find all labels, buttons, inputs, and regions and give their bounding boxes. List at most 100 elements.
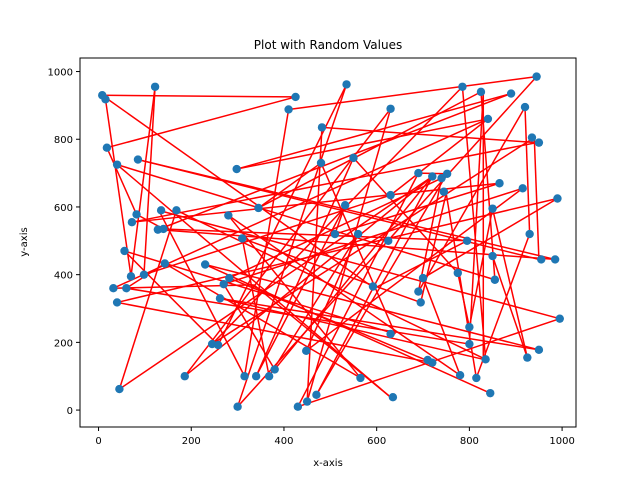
series-line-segment xyxy=(184,108,392,377)
series-line-segment xyxy=(223,187,523,285)
series-line-segment xyxy=(131,182,500,223)
data-point xyxy=(534,345,544,355)
series-line-segment xyxy=(255,157,355,377)
data-point xyxy=(532,72,541,81)
x-tick-label: 0 xyxy=(95,436,101,447)
data-point xyxy=(109,284,118,293)
data-point xyxy=(506,89,516,98)
data-point xyxy=(293,402,303,411)
series-line-segment xyxy=(241,237,421,304)
series-line-segment xyxy=(297,172,420,408)
data-point xyxy=(115,384,124,394)
data-point xyxy=(156,206,166,215)
data-point xyxy=(439,187,449,196)
data-point xyxy=(316,158,326,168)
series-line-segment xyxy=(116,301,433,364)
data-point xyxy=(120,246,129,256)
data-point xyxy=(101,95,110,104)
series-line-segment xyxy=(164,262,361,379)
series-line-segment xyxy=(116,163,496,281)
data-point xyxy=(418,273,428,283)
series-line-segment xyxy=(106,96,296,149)
y-tick-label: 0 xyxy=(67,406,73,417)
x-tick-label: 1000 xyxy=(549,436,574,447)
series-line-segment xyxy=(268,233,359,377)
series-line-segment xyxy=(236,118,489,170)
data-point xyxy=(518,184,527,193)
y-axis-ticks: 0 200 400 600 800 1000 xyxy=(48,68,80,417)
series-line-segment xyxy=(321,126,537,144)
data-point xyxy=(133,155,143,164)
data-point xyxy=(465,322,474,332)
y-axis-label: y-axis xyxy=(19,227,30,256)
y-tick-label: 1000 xyxy=(48,68,73,79)
data-point xyxy=(462,236,472,246)
series-line-segment xyxy=(288,75,537,111)
data-point xyxy=(122,284,131,293)
series-line-segment xyxy=(227,214,362,379)
series-line-segment xyxy=(491,255,529,358)
data-point xyxy=(428,172,437,181)
data-point xyxy=(126,272,136,281)
data-point xyxy=(476,87,486,97)
data-point xyxy=(453,268,462,278)
data-point xyxy=(330,229,340,239)
data-point xyxy=(495,179,504,188)
data-point xyxy=(112,298,122,307)
x-tick-label: 600 xyxy=(367,436,386,447)
data-point xyxy=(342,80,351,89)
series-line-segment xyxy=(158,209,246,377)
data-point xyxy=(139,270,149,279)
data-point xyxy=(251,372,261,381)
chart-title: Plot with Random Values xyxy=(254,38,402,52)
series-line-segment xyxy=(143,86,156,275)
series-line-segment xyxy=(461,86,487,360)
series-line-segment xyxy=(475,233,531,379)
data-point xyxy=(238,234,247,243)
series-line-segment xyxy=(106,147,138,215)
data-point xyxy=(428,358,437,367)
series-line-segment xyxy=(204,263,491,394)
data-point xyxy=(219,279,228,289)
data-point xyxy=(523,353,532,362)
series-line-segment xyxy=(390,118,489,196)
series-line-segment xyxy=(116,197,558,304)
series-line-segment xyxy=(102,94,296,98)
data-point xyxy=(302,346,311,356)
data-point xyxy=(180,372,189,381)
series-line-segment xyxy=(320,162,396,335)
series-line-segment xyxy=(126,287,470,345)
data-point xyxy=(254,203,263,213)
series-line-segment xyxy=(352,157,459,274)
data-point xyxy=(388,393,398,402)
series-line-segment xyxy=(123,250,219,346)
data-point xyxy=(386,190,395,200)
data-point xyxy=(555,314,564,323)
series-line-segment xyxy=(227,214,461,376)
y-tick-label: 600 xyxy=(54,203,73,214)
x-tick-label: 800 xyxy=(460,436,479,447)
data-point xyxy=(213,340,223,350)
data-point xyxy=(224,211,233,220)
series-line-segment xyxy=(255,204,346,377)
series-line-segment xyxy=(158,209,560,320)
y-tick-label: 800 xyxy=(54,135,73,146)
data-point xyxy=(132,210,141,219)
data-point xyxy=(312,390,321,400)
series-line-segment xyxy=(315,173,448,396)
series-line-segment xyxy=(422,277,461,376)
data-point xyxy=(225,273,234,283)
data-point xyxy=(455,371,465,380)
data-point xyxy=(525,229,534,239)
data-point xyxy=(159,224,168,234)
data-point xyxy=(386,104,395,113)
series-markers xyxy=(98,72,564,411)
data-point xyxy=(340,201,350,210)
x-tick-label: 200 xyxy=(182,436,201,447)
series-line-segment xyxy=(274,176,433,370)
data-point xyxy=(200,260,210,269)
x-axis-label: x-axis xyxy=(313,458,343,469)
y-tick-label: 200 xyxy=(54,338,73,349)
